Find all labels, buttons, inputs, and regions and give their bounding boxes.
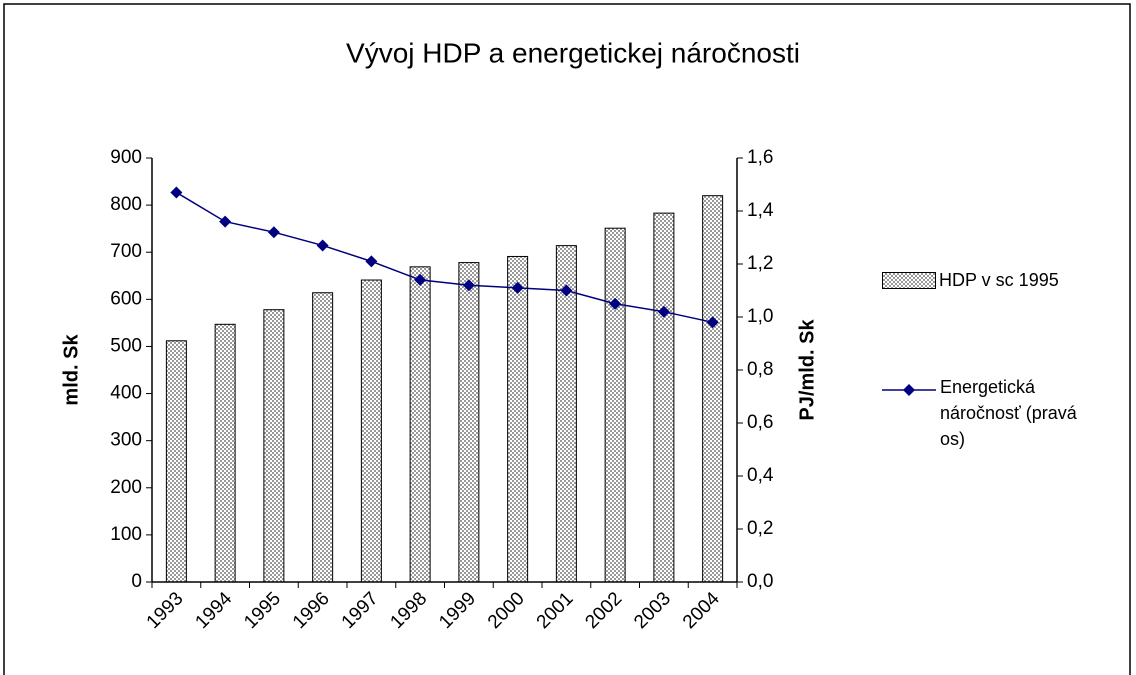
y-tick-label: 200 <box>110 477 142 498</box>
y-tick-label: 500 <box>110 335 142 356</box>
line-series <box>175 191 713 324</box>
line-marker <box>414 273 427 286</box>
y2-tick-label: 1,4 <box>747 200 774 221</box>
x-tick-label: 2002 <box>581 588 626 633</box>
line-marker <box>560 284 573 297</box>
y2-tick-label: 0,8 <box>747 359 773 380</box>
line-marker <box>609 297 622 310</box>
line-marker <box>511 281 524 294</box>
y-tick-label: 0 <box>131 571 142 592</box>
bar <box>360 279 382 583</box>
x-tick-label: 1996 <box>289 588 334 633</box>
x-tick-label: 2001 <box>533 588 578 633</box>
bar <box>409 266 431 583</box>
y-tick-label: 300 <box>110 430 142 451</box>
line-marker <box>170 186 183 199</box>
bar <box>312 292 334 583</box>
y-axis-title: mld. Sk <box>60 334 82 406</box>
bar <box>263 309 285 583</box>
bar <box>702 195 724 583</box>
bar <box>507 255 529 583</box>
y2-tick-label: 0,6 <box>747 412 773 433</box>
y-tick-label: 100 <box>110 524 142 545</box>
y-tick-label: 600 <box>110 288 142 309</box>
legend-label: Energetická náročnosť (pravá os) <box>940 377 1077 449</box>
y2-tick-label: 1,2 <box>747 253 773 274</box>
bar <box>604 227 626 583</box>
bar <box>165 340 187 583</box>
x-tick-label: 1994 <box>191 588 236 633</box>
chart-title: Vývoj HDP a energetickej náročnosti <box>346 37 800 68</box>
bar <box>653 212 675 583</box>
line-marker <box>365 255 378 268</box>
line-marker <box>219 215 232 228</box>
legend-swatch <box>882 271 936 289</box>
y2-tick-label: 0,4 <box>747 465 774 486</box>
y2-tick-label: 1,0 <box>747 306 773 327</box>
y2-tick-label: 1,6 <box>747 147 773 168</box>
x-tick-label: 1995 <box>240 588 285 633</box>
line-marker <box>657 305 670 318</box>
y2-tick-label: 0,0 <box>747 571 773 592</box>
bar <box>458 262 480 583</box>
chart-frame <box>3 3 1131 675</box>
x-tick-label: 1997 <box>338 588 383 633</box>
x-tick-label: 2000 <box>484 588 529 633</box>
x-tick-label: 1999 <box>435 588 480 633</box>
x-tick-label: 1993 <box>143 588 188 633</box>
legend-marker <box>903 384 915 396</box>
line-marker <box>316 239 329 252</box>
bar <box>214 323 236 583</box>
y-tick-label: 800 <box>110 194 142 215</box>
legend-label: HDP v sc 1995 <box>939 270 1059 291</box>
y2-axis-title: PJ/mld. Sk <box>796 319 818 421</box>
line-marker <box>462 279 475 292</box>
y-tick-label: 900 <box>110 147 142 168</box>
y2-tick-label: 0,2 <box>747 518 773 539</box>
y-tick-label: 400 <box>110 383 142 404</box>
legend-bar-entry: HDP v sc 1995 <box>882 266 1059 293</box>
line-marker <box>706 316 719 329</box>
x-tick-label: 1998 <box>386 588 431 633</box>
x-tick-label: 2003 <box>630 588 675 633</box>
x-tick-label: 2004 <box>679 588 724 633</box>
y-tick-label: 700 <box>110 241 142 262</box>
line-marker <box>267 226 280 239</box>
